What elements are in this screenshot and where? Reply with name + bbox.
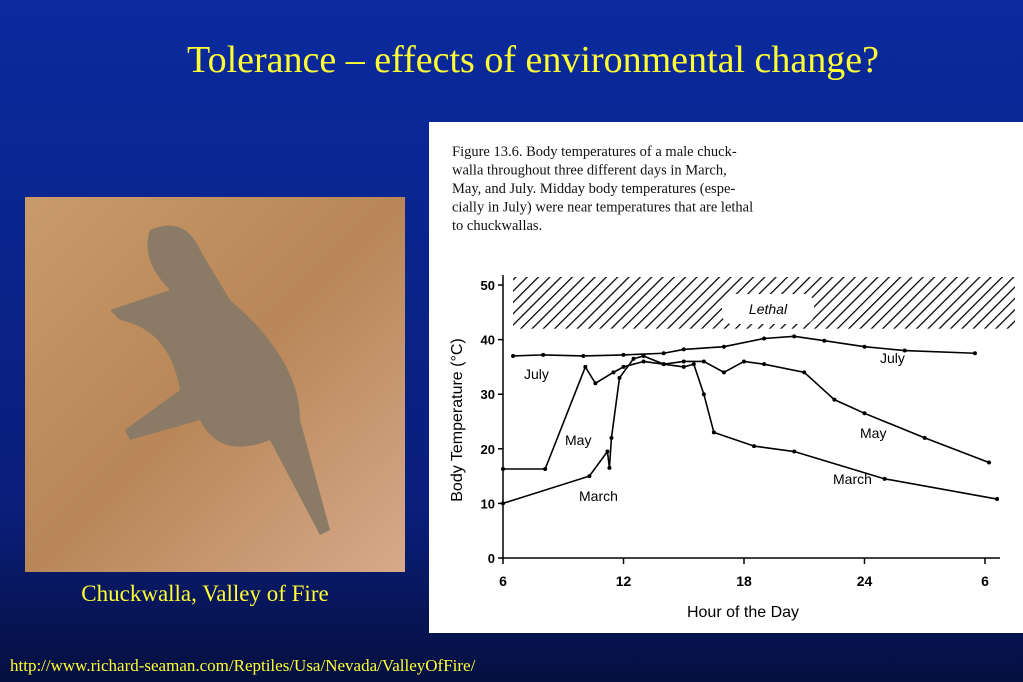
data-point [701,359,706,364]
data-point [607,465,612,470]
y-tick-label: 30 [481,387,495,402]
data-point [681,364,686,369]
caption-line: walla throughout three different days in… [452,163,727,179]
x-axis-label: Hour of the Day [687,604,799,621]
data-point [972,351,977,356]
data-point [661,351,666,356]
data-point [501,467,505,472]
data-point [792,334,797,339]
figure-caption: Figure 13.6. Body temperatures of a male… [452,144,753,234]
y-tick-label: 0 [488,551,495,566]
data-point [641,353,646,358]
source-url: http://www.richard-seaman.com/Reptiles/U… [10,656,476,675]
data-point [541,352,546,357]
data-point [631,356,636,361]
caption-line: to chuckwallas. [452,218,542,234]
data-point [822,338,827,343]
data-point [543,467,548,472]
series-label: May [860,425,886,441]
data-point [641,359,646,364]
caption-line: Figure 13.6. Body temperatures of a male… [452,144,737,160]
data-point [593,381,598,386]
data-point [762,362,767,367]
data-point [902,348,907,353]
slide-title: Tolerance – effects of environmental cha… [187,39,879,81]
data-point [862,411,867,416]
data-point [792,449,797,454]
data-point [701,392,706,397]
caption-line: May, and July. Midday body temperatures … [452,181,735,197]
caption-line: cially in July) were near temperatures t… [452,200,753,216]
data-point [882,476,887,481]
data-point [711,430,716,435]
data-point [605,449,610,454]
series-label: March [579,488,618,504]
x-tick-label: 24 [857,573,873,589]
data-point [609,435,614,440]
x-tick-label: 6 [499,573,507,589]
y-tick-label: 40 [481,333,495,348]
figure [429,122,1023,633]
series-label: July [524,366,549,382]
series-label: May [565,432,591,448]
data-point [742,359,746,364]
data-point [862,344,867,349]
data-point [922,435,927,440]
data-point [802,370,807,375]
x-tick-label: 12 [616,573,632,589]
x-tick-label: 6 [981,573,989,589]
data-point [511,353,516,358]
data-point [752,444,757,449]
data-point [721,344,726,349]
data-point [621,364,626,369]
data-point [661,362,666,367]
series-label: March [833,471,872,487]
data-point [721,370,726,375]
data-point [587,474,592,479]
y-tick-label: 20 [481,442,495,457]
data-point [832,397,837,402]
data-point [621,352,626,357]
data-point [611,370,616,375]
data-point [681,347,686,352]
y-tick-label: 50 [481,278,495,293]
x-tick-label: 18 [736,573,752,589]
lethal-box [722,294,814,324]
series-label: July [880,350,905,366]
data-point [691,362,696,367]
data-point [762,336,767,341]
data-point [995,497,1000,502]
y-axis-label: Body Temperature (°C) [449,338,466,502]
data-point [987,460,992,465]
photo [25,197,405,572]
y-tick-label: 10 [481,496,495,511]
series-line [503,360,990,470]
data-point [581,353,586,358]
lethal-label: Lethal [749,301,788,317]
data-point [501,501,505,506]
chart: 0 10 20 30 40 50 6 12 18 24 6 Hour of the Day Body T… [449,275,1015,621]
data-point [583,364,588,369]
photo-caption: Chuckwalla, Valley of Fire [81,581,328,606]
data-point [681,359,686,364]
data-point [617,375,622,380]
